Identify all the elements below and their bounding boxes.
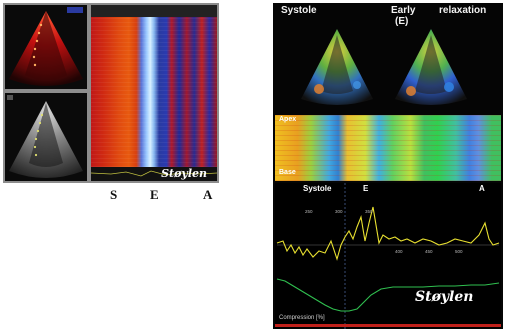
svg-text:300: 300 (335, 209, 343, 214)
chart-systole-label: Systole (303, 184, 332, 193)
mmode-header-bar (91, 5, 217, 17)
svg-text:400: 400 (395, 249, 403, 254)
svg-text:500: 500 (455, 249, 463, 254)
mmode-footer-bar (90, 167, 218, 181)
early-e-title: (E) (395, 16, 409, 27)
chart-e-label: E (363, 184, 369, 193)
grayscale-sector-image (5, 93, 87, 181)
strain-rate-and-compression-traces: 250 300 350 400 450 500 (275, 183, 501, 329)
compression-axis-label: Compression [%] (279, 315, 325, 321)
apex-label: Apex (279, 116, 297, 123)
early-relaxation-color-sector-image (385, 15, 477, 111)
phase-label-e: E (150, 187, 159, 202)
early-title: Early (391, 5, 416, 16)
right-echo-figure: Systole Early (E) relaxation (273, 3, 503, 329)
curved-mmode-strain-image (275, 115, 501, 181)
relaxation-title: relaxation (439, 5, 487, 16)
author-signature: Støylen (161, 167, 207, 180)
chart-a-label: A (479, 184, 485, 193)
base-label: Base (279, 169, 296, 176)
svg-text:450: 450 (425, 249, 433, 254)
bottom-red-baseline (275, 324, 501, 327)
phase-label-s: S (110, 187, 118, 202)
author-signature: Støylen (415, 289, 474, 305)
svg-text:250: 250 (305, 209, 313, 214)
compression-trace (276, 278, 500, 312)
left-echo-figure: Støylen (3, 3, 219, 183)
phase-label-a: A (203, 187, 213, 202)
strain-rate-trace (276, 206, 500, 261)
systole-title: Systole (281, 5, 317, 16)
color-tissue-doppler-sector-image (5, 5, 87, 89)
systole-color-sector-image (291, 15, 383, 111)
svg-text:350: 350 (365, 209, 373, 214)
curved-mmode-strain-rate-image (91, 17, 217, 167)
